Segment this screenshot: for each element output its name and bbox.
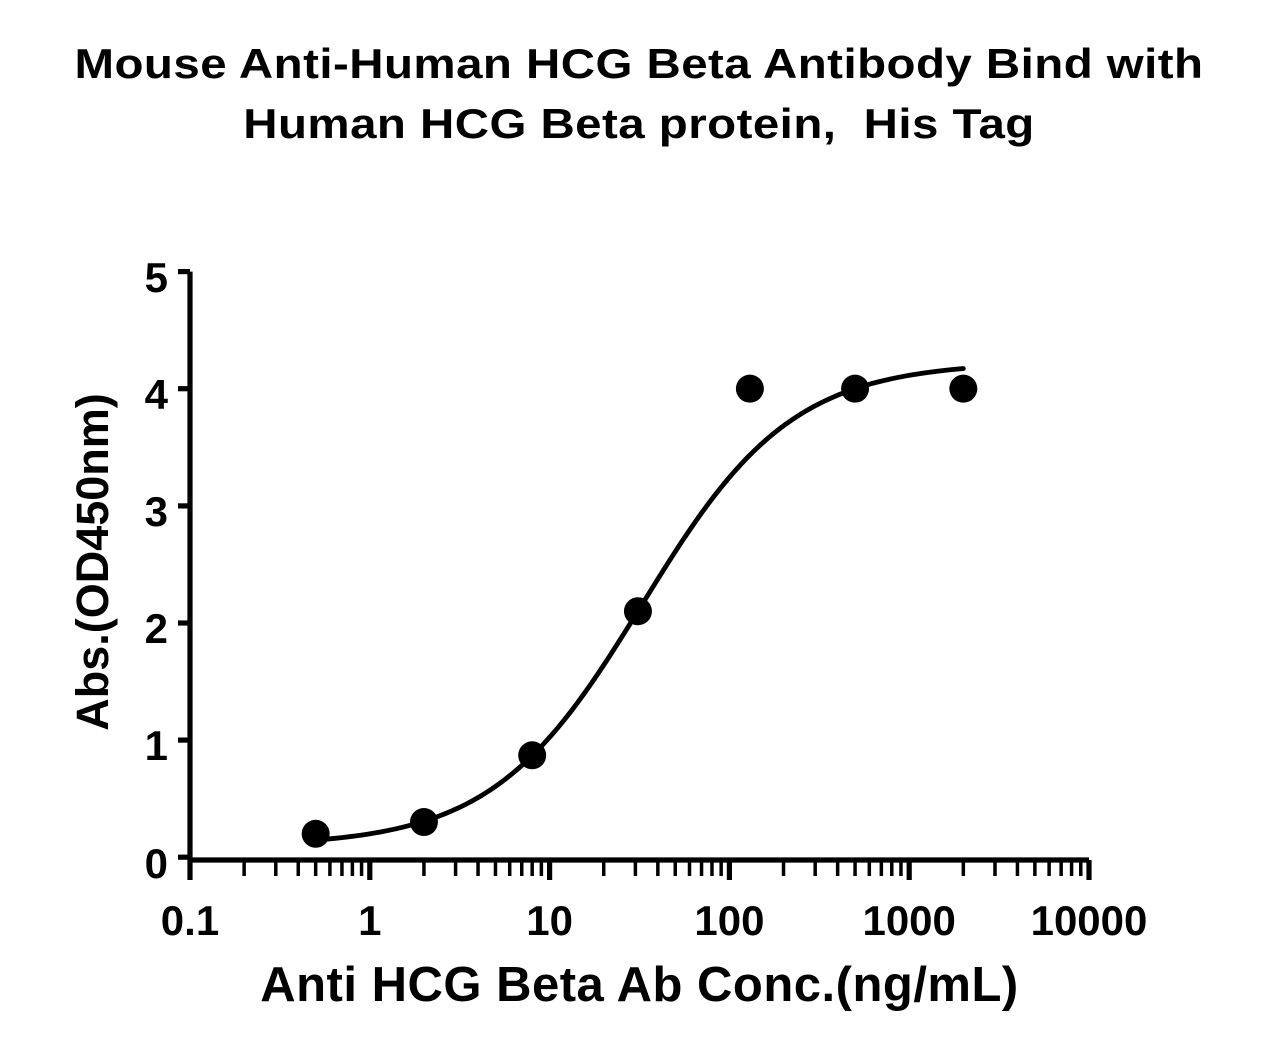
svg-text:1: 1 xyxy=(145,722,168,769)
svg-text:1000: 1000 xyxy=(862,897,955,944)
svg-text:0: 0 xyxy=(145,840,168,887)
svg-text:10000: 10000 xyxy=(1031,897,1148,944)
svg-text:100: 100 xyxy=(694,897,764,944)
svg-text:Abs.(OD450nm): Abs.(OD450nm) xyxy=(67,393,118,731)
svg-text:3: 3 xyxy=(145,488,168,535)
svg-text:4: 4 xyxy=(145,371,169,418)
svg-text:5: 5 xyxy=(145,254,168,301)
svg-text:0.1: 0.1 xyxy=(161,897,219,944)
svg-text:10: 10 xyxy=(526,897,573,944)
svg-text:Anti HCG Beta Ab Conc.(ng/mL): Anti HCG Beta Ab Conc.(ng/mL) xyxy=(260,958,1019,1012)
svg-text:2: 2 xyxy=(145,605,168,652)
svg-text:1: 1 xyxy=(358,897,381,944)
